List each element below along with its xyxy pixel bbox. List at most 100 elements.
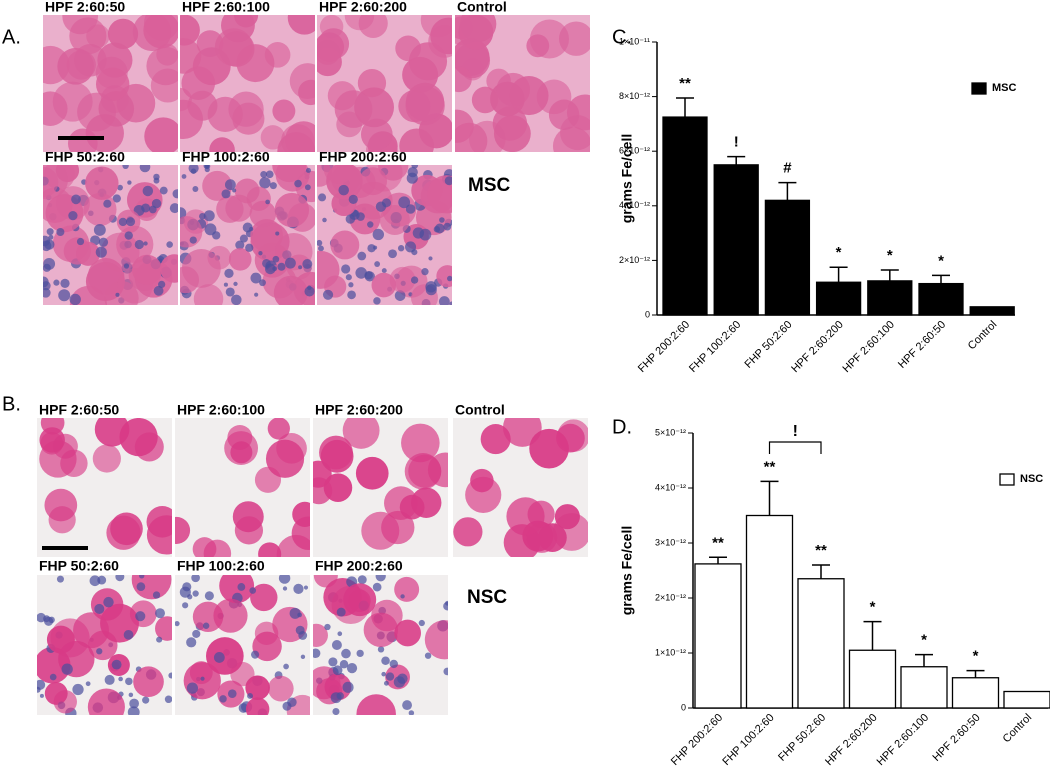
image-label: HPF 2:60:200 [315,402,403,418]
iron-stain [235,240,245,250]
iron-stain [412,227,425,239]
bar [662,116,708,316]
x-tick-label: Control [966,319,1000,353]
iron-stain [443,601,448,611]
cell [424,620,448,660]
x-tick-label: HPF 2:60:50 [896,319,948,371]
iron-stain [298,631,308,640]
iron-stain [182,602,189,609]
cell [85,166,119,200]
iron-stain [164,695,172,704]
iron-stain [181,174,187,179]
iron-stain [123,263,130,269]
iron-stain [225,287,235,297]
significance-label: * [887,247,893,264]
iron-stain [69,293,81,305]
cell [527,500,555,528]
iron-stain [300,654,306,660]
iron-stain [72,683,84,696]
iron-stain [71,194,81,205]
micrograph-content [43,165,178,305]
iron-stain [127,180,132,185]
iron-stain [186,637,197,648]
x-tick-label: FHP 50:2:60 [776,712,828,764]
x-tick-label: HPF 2:60:50 [931,712,983,764]
significance-label: * [973,648,979,665]
iron-stain [136,582,146,591]
micrograph-content [180,165,315,305]
iron-stain [272,266,278,272]
x-tick-label: HPF 2:60:200 [823,712,879,768]
iron-stain [239,234,248,243]
cell [155,616,172,641]
micrograph-content [180,15,315,152]
y-axis-title: grams Fe/cell [619,134,635,224]
cell [566,94,590,131]
cell [62,15,99,35]
iron-stain [68,210,78,221]
iron-stain [238,703,249,713]
iron-stain [203,210,215,222]
bar [969,306,1015,316]
iron-stain [265,199,270,205]
iron-stain [284,257,296,269]
cell [394,576,420,602]
image-label: HPF 2:60:50 [45,0,125,15]
iron-stain [204,591,214,601]
cell [219,575,255,604]
iron-stain [204,223,217,236]
iron-stain [338,184,349,196]
iron-stain [56,575,64,583]
iron-stain [43,235,51,247]
cell [313,666,341,700]
iron-stain [389,659,398,669]
y-tick-label: 2×10⁻¹² [655,592,686,602]
iron-stain [224,268,234,279]
iron-stain [377,646,385,653]
iron-stain [328,657,338,667]
iron-stain [139,575,145,579]
cell [291,516,310,550]
cell [319,435,353,470]
image-label: HPF 2:60:50 [39,402,119,418]
cell [399,494,425,520]
x-tick-label: FHP 100:2:60 [687,319,743,375]
x-tick-label: HPF 2:60:200 [789,319,845,375]
cell [323,165,354,184]
iron-stain [443,222,452,231]
iron-stain [202,622,210,629]
micrograph-content [313,418,448,557]
iron-stain [331,640,342,651]
cell [180,15,200,46]
iron-stain [158,280,166,289]
iron-stain [49,673,57,681]
legend-swatch [999,473,1015,486]
micrograph [37,575,172,715]
iron-stain [143,241,148,246]
iron-stain [347,290,356,300]
cell [526,34,550,58]
micrograph [37,418,172,557]
iron-stain [400,594,405,599]
iron-stain [115,575,125,582]
panel-label: A. [2,26,21,48]
cell [529,428,569,469]
cell-type-label: NSC [467,587,507,608]
micrograph [317,165,452,305]
iron-stain [117,184,123,191]
image-label: FHP 50:2:60 [45,149,125,165]
iron-stain [221,189,231,199]
iron-stain [192,186,199,192]
y-tick-label: 1×10⁻¹² [655,647,686,657]
cell [150,68,178,103]
bar [867,280,913,316]
significance-label: * [870,599,876,616]
bar [918,282,964,316]
image-label: FHP 200:2:60 [315,558,403,574]
iron-stain [89,575,101,587]
cell [192,537,217,557]
cell [230,441,253,464]
micrograph [313,418,448,557]
iron-stain [367,244,376,253]
